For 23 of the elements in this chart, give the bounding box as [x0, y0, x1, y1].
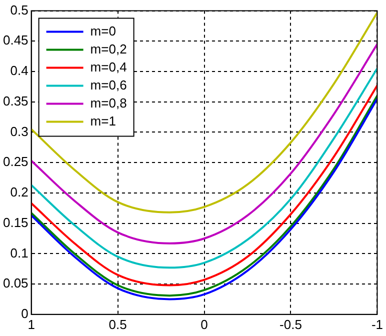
x-tick-label: -1: [371, 316, 383, 332]
y-tick-label: 0.15: [2, 214, 28, 230]
x-tick-label: -0.5: [280, 316, 302, 332]
y-tick-label: 0.35: [2, 93, 28, 108]
legend-label: m=0,4: [90, 59, 127, 74]
y-tick-label: 0.5: [10, 2, 28, 18]
legend-label: m=0,2: [90, 41, 127, 56]
legend-label: m=0,6: [90, 77, 127, 92]
y-tick-label: 0.3: [10, 124, 28, 139]
legend-label: m=0,8: [90, 95, 127, 110]
x-tick-label: 0: [200, 316, 208, 332]
y-tick-label: 0.05: [2, 276, 28, 291]
legend-label: m=1: [90, 113, 116, 128]
x-tick-label: 0.5: [108, 316, 127, 332]
line-series: [31, 43, 378, 244]
y-tick-label: 0.25: [2, 154, 28, 170]
y-tick-label: 0.45: [2, 32, 28, 48]
y-tick-label: 0.4: [10, 63, 28, 78]
y-tick-label: 0.2: [10, 184, 28, 200]
x-tick-label: 1: [28, 316, 35, 332]
legend-label: m=0: [90, 23, 116, 38]
y-tick-label: 0.1: [10, 245, 28, 260]
y-tick-label: 0: [21, 306, 28, 321]
